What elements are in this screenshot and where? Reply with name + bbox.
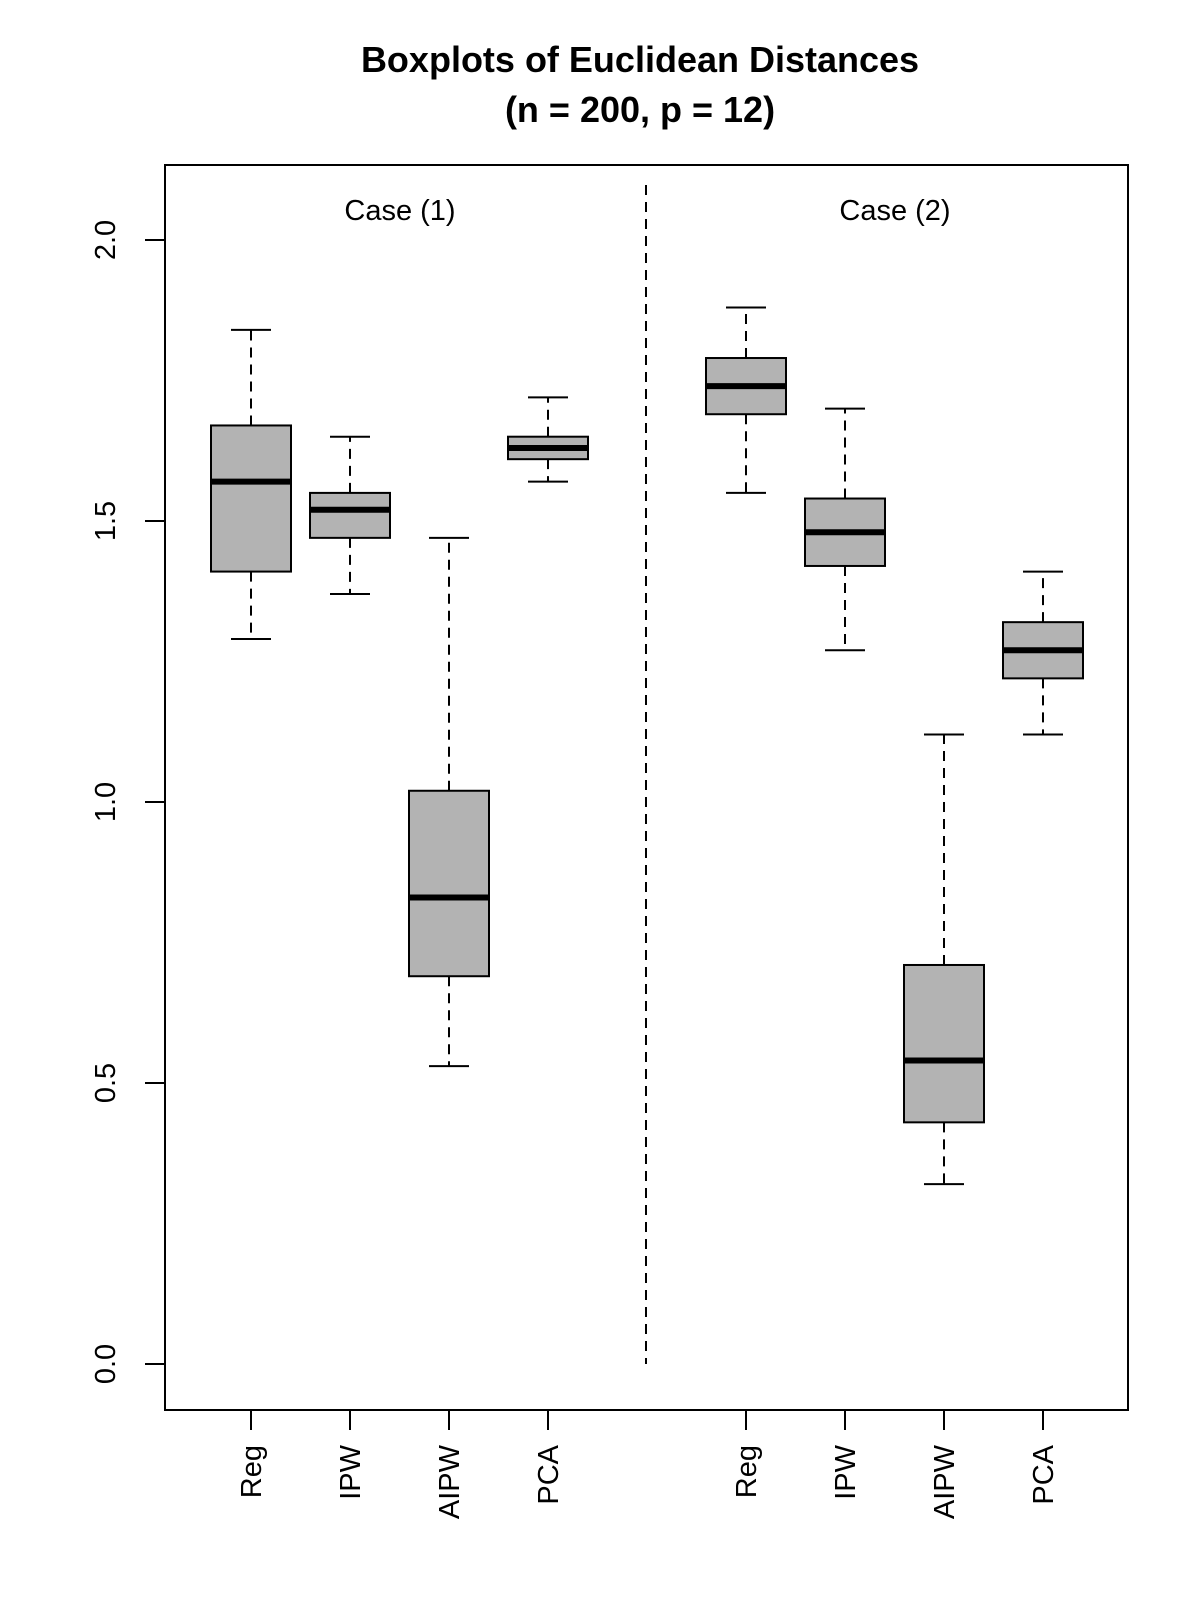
box-1-2 (903, 733, 985, 1186)
boxes (210, 306, 1084, 1186)
case-label: Case (1) (344, 195, 455, 227)
box-rect (210, 424, 292, 573)
y-tick-label: 0.5 (90, 1063, 122, 1103)
case-label: Case (2) (839, 195, 950, 227)
x-tick-label: AIPW (929, 1444, 961, 1519)
x-axis: Reg IPW AIPW PCA Reg IPW AIPW PCA (236, 1410, 1060, 1519)
chart-subtitle: (n = 200, p = 12) (505, 89, 775, 130)
box-1-3 (1002, 570, 1084, 736)
box-0-1 (309, 435, 391, 596)
chart-title: Boxplots of Euclidean Distances (361, 39, 919, 80)
x-tick-label: PCA (1028, 1444, 1060, 1504)
y-axis: 0.0 0.5 1.0 1.5 2.0 (90, 220, 166, 1384)
box-1-1 (804, 407, 886, 652)
x-tick-label: AIPW (434, 1444, 466, 1519)
box-0-2 (408, 536, 490, 1068)
box-rect (903, 963, 985, 1124)
y-tick-label: 2.0 (90, 220, 122, 260)
x-tick-label: IPW (830, 1444, 862, 1499)
x-tick-label: IPW (335, 1444, 367, 1499)
x-tick-label: Reg (236, 1445, 268, 1498)
y-tick-label: 1.0 (90, 782, 122, 822)
y-tick-label: 1.5 (90, 501, 122, 541)
box-1-0 (705, 306, 787, 494)
box-0-0 (210, 328, 292, 641)
box-0-3 (507, 396, 589, 483)
box-rect (408, 789, 490, 978)
box-rect (309, 491, 391, 539)
case-labels: Case (1) Case (2) (344, 195, 950, 227)
x-tick-label: Reg (731, 1445, 763, 1498)
y-tick-label: 0.0 (90, 1344, 122, 1384)
x-tick-label: PCA (533, 1444, 565, 1504)
